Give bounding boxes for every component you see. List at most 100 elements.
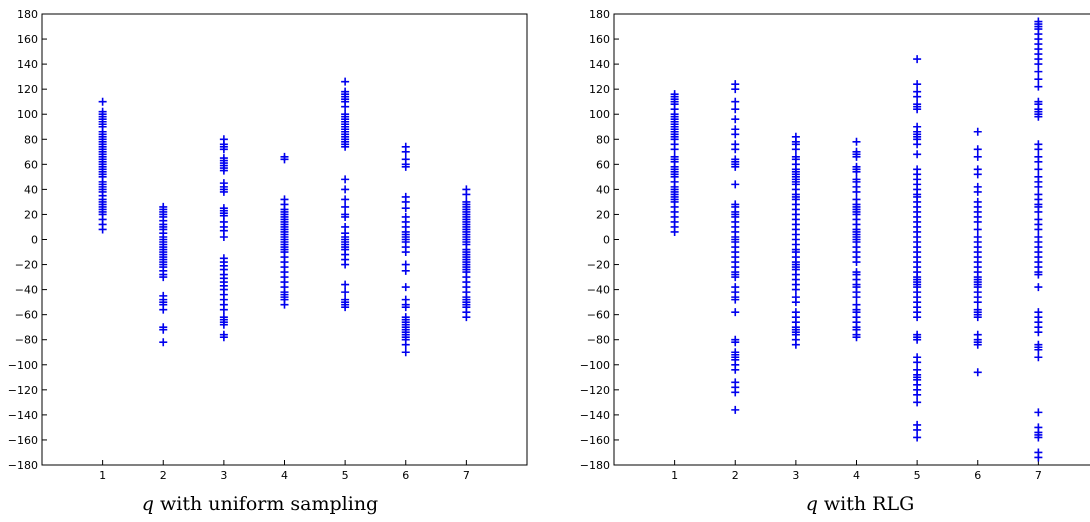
data-point [852,187,861,196]
data-point [1034,328,1043,337]
data-point [913,358,922,367]
y-tick-label: 40 [24,183,38,196]
y-tick-label: 180 [589,8,610,21]
data-point [913,335,922,344]
x-tick-label: 2 [160,469,167,482]
y-tick-label: 180 [17,8,38,21]
data-point [341,102,350,111]
data-point [1034,165,1043,174]
data-point [973,152,982,161]
y-tick-label: −140 [580,409,610,422]
data-point [401,340,410,349]
caption-text: with uniform sampling [154,493,378,515]
y-tick-label: −40 [15,284,38,297]
data-point [973,170,982,179]
y-tick-label: 120 [17,83,38,96]
y-tick-label: −180 [580,459,610,472]
data-point [401,147,410,156]
data-point [1034,157,1043,166]
data-point [1034,145,1043,154]
data-point [401,283,410,292]
data-point [1034,182,1043,191]
data-point [219,333,228,342]
y-tick-label: 140 [589,58,610,71]
data-point [973,127,982,136]
y-tick-label: 120 [589,83,610,96]
y-tick-label: 20 [596,208,610,221]
y-tick-label: −20 [587,259,610,272]
y-tick-label: −160 [8,434,38,447]
data-point [913,398,922,407]
data-point [401,248,410,257]
data-point [731,162,740,171]
data-point [731,388,740,397]
data-point [852,293,861,302]
data-point [1034,353,1043,362]
data-point [1034,67,1043,76]
data-point [852,167,861,176]
data-point [341,175,350,184]
chart-caption: q with RLG [806,493,915,515]
data-point [731,338,740,347]
data-point [913,425,922,434]
data-point [913,55,922,64]
data-point [670,145,679,154]
x-tick-label: 4 [281,469,288,482]
data-point [341,195,350,204]
chart-rlg: 180 160 140 120 100 80 60 40 20 0 −20 −40 −60 −80 −100… [580,8,1090,515]
data-point [913,92,922,101]
data-point [219,187,228,196]
data-point [731,365,740,374]
chart-caption: q with uniform sampling [142,493,378,515]
y-tick-label: 20 [24,208,38,221]
data-point [1034,207,1043,216]
y-tick-label: 60 [24,158,38,171]
data-point [341,202,350,211]
data-point [219,232,228,241]
data-point [670,227,679,236]
y-tick-label: −120 [8,384,38,397]
caption-symbol: q [806,493,818,515]
y-tick-label: 80 [24,133,38,146]
data-point [1034,433,1043,442]
x-tick-label: 6 [402,469,409,482]
data-point [731,85,740,94]
data-point [731,115,740,124]
data-point [341,185,350,194]
data-point [731,145,740,154]
data-point [401,303,410,312]
data-point [791,145,800,154]
data-point [98,225,107,234]
data-point [1034,345,1043,354]
x-tick-label: 1 [671,469,678,482]
data-point [913,150,922,159]
data-point [731,308,740,317]
data-point [731,405,740,414]
data-point [1034,82,1043,91]
y-tick-label: −80 [587,334,610,347]
data-point [1034,112,1043,121]
data-point [1034,283,1043,292]
data-point [913,433,922,442]
x-tick-label: 5 [914,469,921,482]
data-point [159,325,168,334]
data-point [791,340,800,349]
y-tick-label: −160 [580,434,610,447]
data-point [219,305,228,314]
y-tick-label: 40 [596,183,610,196]
chart-uniform-sampling: 180 160 140 120 100 80 60 40 20 0 −20 −40 −60 −80 −100… [8,8,528,515]
data-point [731,105,740,114]
y-tick-label: 80 [596,133,610,146]
y-tick-label: −60 [15,309,38,322]
y-tick-label: −60 [587,309,610,322]
y-tick-label: −80 [15,334,38,347]
y-tick-label: −40 [587,284,610,297]
y-tick-label: 100 [589,108,610,121]
data-point [731,295,740,304]
data-point [973,225,982,234]
data-point [462,313,471,322]
data-point [1034,408,1043,417]
data-point [731,130,740,139]
data-point [913,140,922,149]
